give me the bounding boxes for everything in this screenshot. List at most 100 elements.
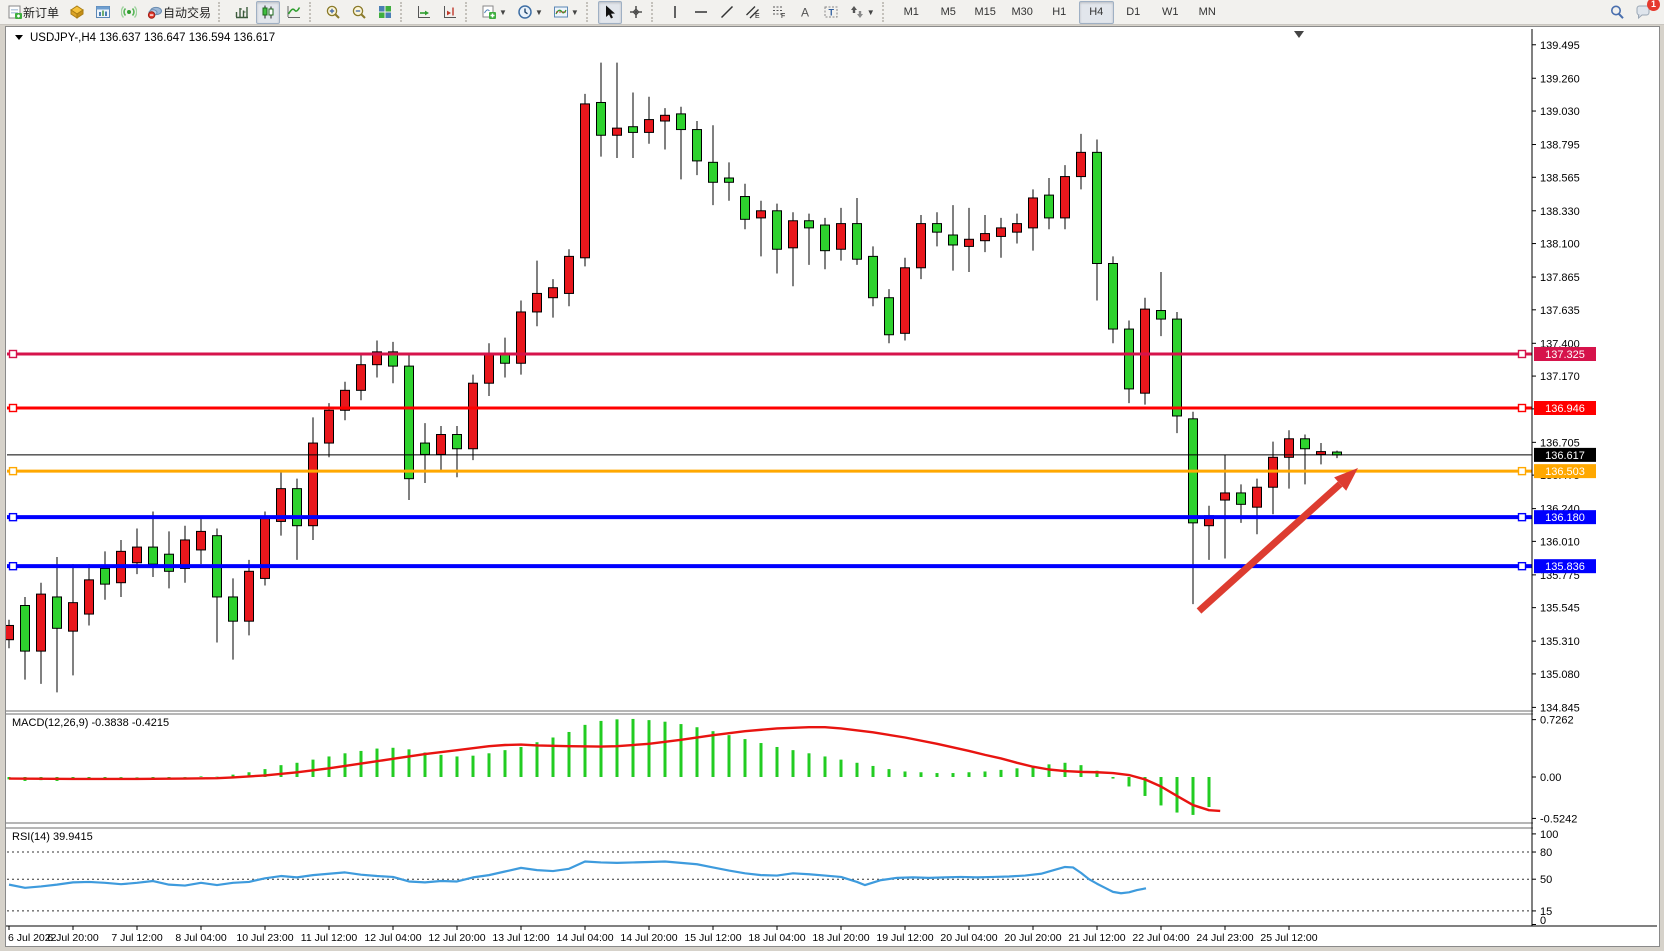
- price-tick-label: 136.240: [1540, 504, 1580, 516]
- tile-windows-button[interactable]: [373, 1, 397, 24]
- timeframe-M30[interactable]: M30: [1011, 6, 1033, 18]
- line-handle[interactable]: [8, 403, 18, 413]
- line-handle[interactable]: [8, 466, 18, 476]
- timeframe-D1[interactable]: D1: [1126, 6, 1141, 18]
- line-handle[interactable]: [8, 561, 18, 571]
- template-button[interactable]: ▼: [549, 1, 583, 24]
- candle-up: [36, 593, 46, 652]
- line-handle[interactable]: [1517, 512, 1527, 522]
- trendline-button[interactable]: [715, 1, 739, 24]
- line-chart-button[interactable]: [282, 1, 306, 24]
- chart-window-button[interactable]: [91, 1, 115, 24]
- crosshair-button[interactable]: [624, 1, 648, 24]
- fibonacci-button[interactable]: F: [767, 1, 791, 24]
- candle-down: [52, 596, 62, 629]
- gold-box-button[interactable]: [65, 1, 89, 24]
- timeframe-M1[interactable]: M1: [903, 6, 919, 18]
- chart-canvas[interactable]: MACD(12,26,9) -0.3838 -0.4215 RSI(14) 39.…: [4, 27, 1657, 944]
- toolbar-separator: [218, 2, 227, 22]
- candle-up: [1284, 438, 1294, 458]
- time-tick-label: 14 Jul 20:00: [620, 932, 677, 944]
- time-tick-label: 12 Jul 20:00: [428, 932, 485, 944]
- chart-shift-button[interactable]: [438, 1, 462, 24]
- equidistant-channel-button[interactable]: E: [741, 1, 765, 24]
- trend-arrow-head[interactable]: [1334, 468, 1358, 491]
- price-axis[interactable]: 139.495 139.260 139.030 138.795 138.565 138.3…: [1531, 27, 1657, 927]
- candle-down: [100, 567, 110, 585]
- candle-up: [308, 442, 318, 527]
- timeframe-M15[interactable]: M15: [974, 6, 996, 18]
- zoom-out-button[interactable]: [347, 1, 371, 24]
- candle-up: [996, 227, 1006, 237]
- price-chip-136.617: [1534, 447, 1596, 462]
- line-handle[interactable]: [1517, 349, 1527, 359]
- horizontal-line-icon: [693, 4, 709, 20]
- signal-icon: [120, 4, 138, 20]
- candle-down: [148, 546, 158, 565]
- rsi-tick-label: 80: [1540, 847, 1552, 859]
- vertical-line-button[interactable]: [663, 1, 687, 24]
- caret-down-icon: ▼: [499, 7, 507, 17]
- timeframe-H4[interactable]: H4: [1078, 0, 1114, 24]
- price-chip-136.946: [1534, 401, 1596, 415]
- candle-down: [420, 442, 430, 455]
- candle-up: [964, 238, 974, 247]
- zoom-in-button[interactable]: [321, 1, 345, 24]
- add-indicator-icon: [481, 4, 497, 20]
- price-tick-label: 136.705: [1540, 437, 1580, 449]
- notification-badge: 1: [1647, 0, 1660, 11]
- horizontal-line-button[interactable]: [689, 1, 713, 24]
- new-order-icon: [7, 4, 23, 20]
- time-tick-label: 15 Jul 12:00: [684, 932, 741, 944]
- chart-shift-marker[interactable]: [1294, 31, 1304, 38]
- line-handle[interactable]: [1517, 466, 1527, 476]
- chart-collapse-icon[interactable]: [15, 35, 23, 40]
- signal-button[interactable]: [117, 1, 141, 24]
- trend-arrow[interactable]: [1196, 481, 1343, 614]
- line-handle[interactable]: [8, 512, 18, 522]
- add-indicator-button[interactable]: ▼: [477, 1, 511, 24]
- toolbar-separator: [309, 2, 318, 22]
- rsi-line: [8, 860, 1147, 895]
- arrow-objects-button[interactable]: ▼: [845, 1, 879, 24]
- candle-up: [564, 255, 574, 294]
- toolbar: 新订单 自动交易: [0, 0, 1664, 25]
- price-tick-label: 139.495: [1540, 40, 1580, 52]
- search-button[interactable]: [1605, 1, 1629, 24]
- timeframe-MN[interactable]: MN: [1198, 6, 1216, 18]
- notifications-button[interactable]: 1: [1631, 0, 1660, 24]
- line-handle[interactable]: [1517, 403, 1527, 413]
- period-clock-button[interactable]: ▼: [513, 1, 547, 24]
- line-handle[interactable]: [1517, 561, 1527, 571]
- timeframe-H1[interactable]: H1: [1052, 6, 1067, 18]
- cursor-button[interactable]: [597, 0, 622, 24]
- toolbar-separator: [650, 2, 660, 22]
- timeframe-M5[interactable]: M5: [940, 6, 956, 18]
- candle-up: [516, 311, 526, 364]
- price-tick-label: 138.100: [1540, 239, 1580, 251]
- bar-chart-button[interactable]: [230, 1, 254, 24]
- svg-text:F: F: [781, 13, 785, 20]
- line-handle[interactable]: [8, 349, 18, 359]
- candle-up: [84, 579, 94, 615]
- auto-scroll-button[interactable]: [412, 1, 436, 24]
- text-label-button[interactable]: T: [819, 1, 843, 24]
- candlestick-chart-button[interactable]: [256, 0, 281, 24]
- candle-up: [436, 434, 446, 455]
- price-chip-136.180: [1534, 510, 1596, 525]
- trendline-icon: [719, 4, 735, 20]
- price-chip-label: 136.503: [1545, 466, 1585, 478]
- rsi-tick-label: 15: [1540, 906, 1552, 918]
- timeframe-W1[interactable]: W1: [1161, 6, 1179, 18]
- candle-up: [548, 287, 558, 299]
- candle-down: [596, 101, 606, 136]
- candle-down: [868, 255, 878, 299]
- candle-up: [1076, 151, 1086, 178]
- auto-trading-button[interactable]: 自动交易: [143, 1, 215, 24]
- candle-down: [1172, 318, 1182, 417]
- new-order-button[interactable]: 新订单: [3, 1, 63, 24]
- text-button[interactable]: A: [793, 1, 817, 24]
- macd-label: MACD(12,26,9) -0.3838 -0.4215: [12, 717, 169, 729]
- caret-down-icon: ▼: [866, 7, 875, 17]
